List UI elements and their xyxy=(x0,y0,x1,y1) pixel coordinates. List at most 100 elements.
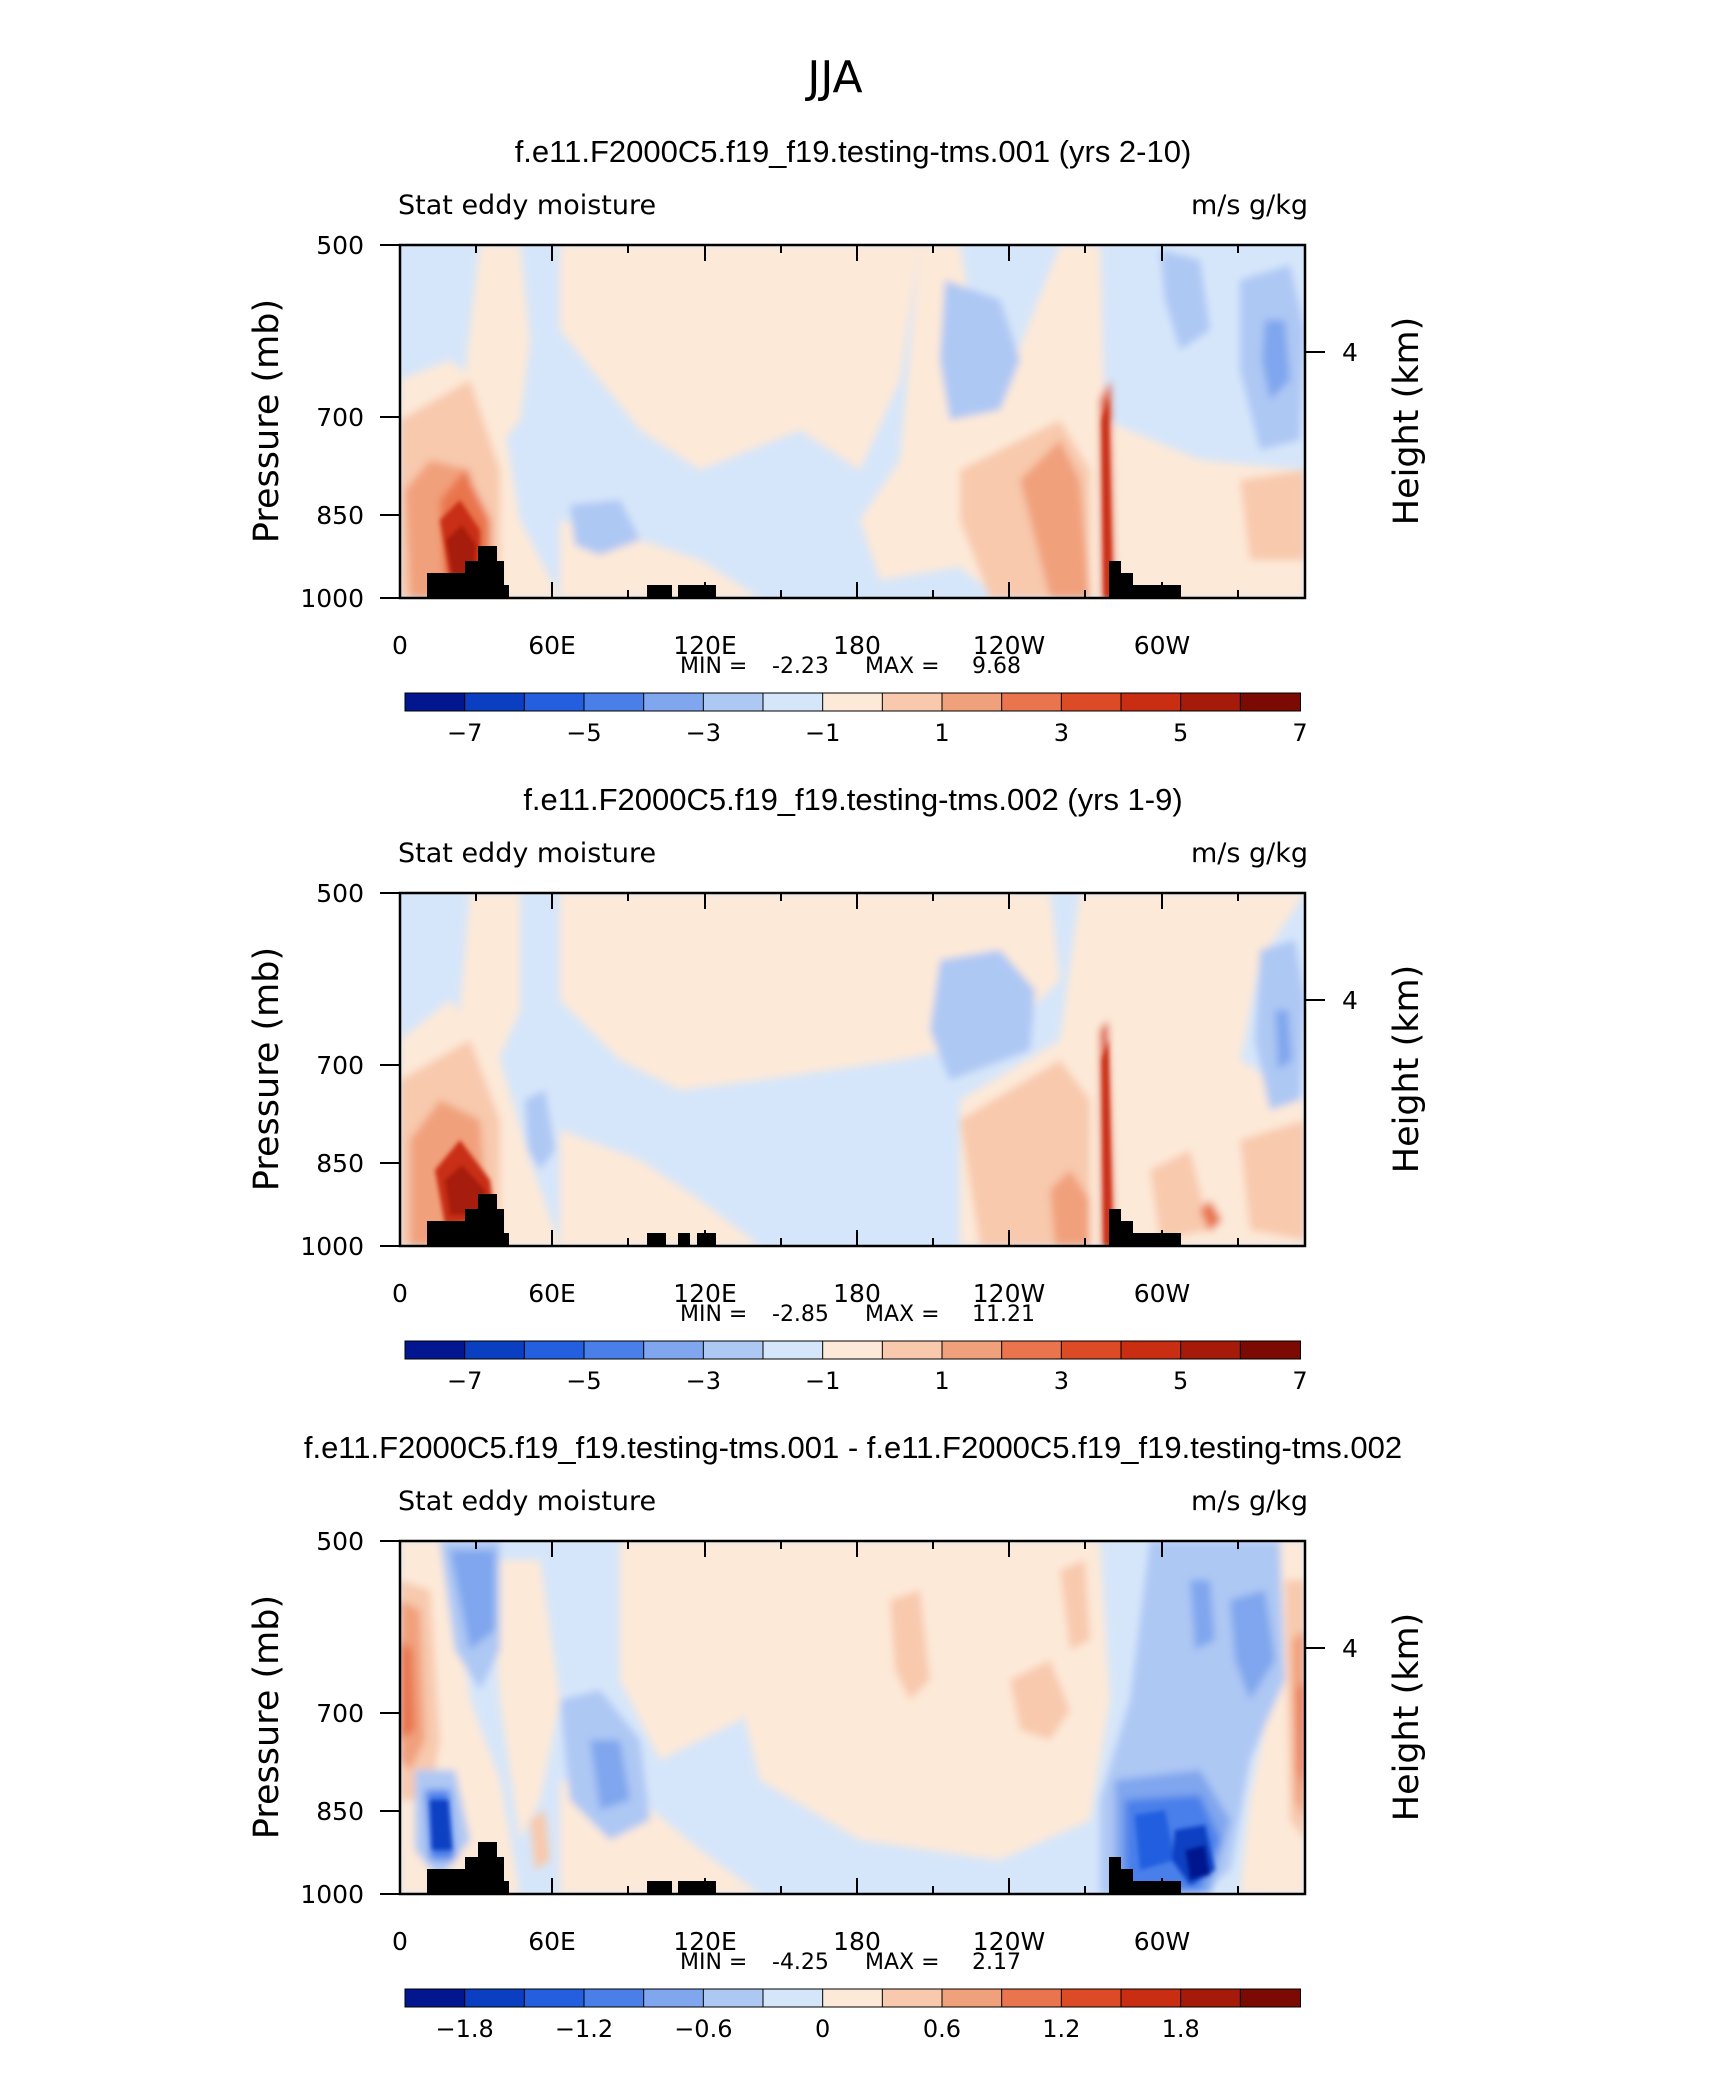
positive-region xyxy=(1200,1200,1222,1232)
colorbar-swatch xyxy=(1060,1988,1123,2008)
positive-region xyxy=(1297,1680,1305,1790)
colorbar-label: −3 xyxy=(686,719,721,747)
positive-region xyxy=(1060,1560,1090,1650)
colorbar-swatch xyxy=(1180,1340,1242,1360)
colorbar-label: −3 xyxy=(686,1367,721,1395)
negative-region xyxy=(1190,1580,1215,1650)
colorbar-swatch xyxy=(464,1988,526,2008)
colorbar-swatch xyxy=(464,1340,526,1360)
contour-field xyxy=(400,893,1305,1246)
y-right-axis-label: Height (km) xyxy=(1387,965,1427,1174)
contour-field xyxy=(400,1541,1305,1894)
topography-mask xyxy=(427,546,1181,598)
positive-region xyxy=(740,1541,1110,1860)
x-tick-label: 0 xyxy=(392,1927,408,1956)
min-value: -2.85 xyxy=(772,1302,829,1327)
colorbar-swatch xyxy=(1180,1988,1242,2008)
colorbar-swatch xyxy=(762,692,824,712)
y-tick-label: 500 xyxy=(316,231,364,260)
colorbar-swatch xyxy=(1001,1340,1063,1360)
negative-region xyxy=(940,280,1020,420)
negative-region xyxy=(1230,1590,1275,1700)
negative-region xyxy=(930,950,1035,1080)
colorbar: −1.8 −1.2 −0.6 0 0.6 1.2 1.8 xyxy=(404,1988,1302,2043)
colorbar-swatch xyxy=(881,1988,943,2008)
y-axis-label: Pressure (mb) xyxy=(247,947,287,1191)
colorbar-label: −0.6 xyxy=(674,2015,732,2043)
colorbar-label: 5 xyxy=(1173,1367,1188,1395)
panel-title: f.e11.F2000C5.f19_f19.testing-tms.001 - … xyxy=(304,1430,1402,1465)
panel-title: f.e11.F2000C5.f19_f19.testing-tms.001 (y… xyxy=(515,134,1192,169)
colorbar-label: 3 xyxy=(1054,1367,1069,1395)
colorbar-swatch xyxy=(523,692,585,712)
x-tick-label: 60E xyxy=(528,1279,576,1308)
colorbar-label: 3 xyxy=(1054,719,1069,747)
colorbar-swatch xyxy=(762,1988,824,2008)
colorbar-swatch xyxy=(1001,1988,1063,2008)
y-tick-label: 850 xyxy=(316,1797,364,1826)
colorbar-swatch xyxy=(1239,692,1302,712)
negative-region xyxy=(1160,250,1210,350)
max-value: 2.17 xyxy=(972,1950,1021,1975)
positive-region xyxy=(1240,470,1305,560)
colorbar-label: −1 xyxy=(805,1367,840,1395)
colorbar-swatch xyxy=(404,1340,466,1360)
colorbar-label: 0.6 xyxy=(923,2015,961,2043)
x-tick-label: 120W xyxy=(973,1279,1045,1308)
x-tick-label: 120W xyxy=(973,631,1045,660)
panel-1: f.e11.F2000C5.f19_f19.testing-tms.001 (y… xyxy=(247,134,1427,747)
colorbar-label: 7 xyxy=(1292,719,1307,747)
plot-frame xyxy=(398,243,1307,600)
max-value: 9.68 xyxy=(972,654,1021,679)
colorbar-swatch xyxy=(1180,692,1242,712)
peak-region xyxy=(1102,400,1112,598)
colorbar-swatch xyxy=(702,1340,764,1360)
colorbar-swatch xyxy=(643,1340,705,1360)
colorbar: −7 −5 −3 −1 1 3 5 7 xyxy=(404,1340,1308,1395)
y-tick-label: 700 xyxy=(316,403,364,432)
x-tick-label: 0 xyxy=(392,631,408,660)
colorbar-label: 1 xyxy=(934,719,949,747)
positive-region xyxy=(560,1130,760,1246)
y-tick-label: 1000 xyxy=(300,1880,364,1909)
y-right-tick-label: 4 xyxy=(1342,986,1358,1015)
plot-frame xyxy=(398,891,1307,1248)
panel-title: f.e11.F2000C5.f19_f19.testing-tms.002 (y… xyxy=(523,782,1182,817)
peak-region xyxy=(445,1165,485,1215)
positive-region xyxy=(560,245,920,470)
colorbar-swatch xyxy=(1060,692,1123,712)
colorbar-label: −7 xyxy=(447,719,482,747)
colorbar-swatch xyxy=(643,1988,705,2008)
peak-region xyxy=(1102,1040,1112,1246)
negative-region xyxy=(570,500,640,555)
positive-region xyxy=(890,1590,930,1700)
x-tick-label: 60E xyxy=(528,1927,576,1956)
x-tick-label: 60W xyxy=(1134,1927,1191,1956)
min-value: -2.23 xyxy=(772,654,829,679)
colorbar-swatch xyxy=(762,1340,824,1360)
peak-region xyxy=(430,1800,452,1850)
positive-region xyxy=(1150,1150,1210,1240)
colorbar-label: 1 xyxy=(934,1367,949,1395)
colorbar-swatch xyxy=(1120,692,1182,712)
positive-region xyxy=(400,1640,415,1740)
colorbar-swatch xyxy=(1120,1340,1182,1360)
topography-mask xyxy=(427,1194,1181,1246)
axis-ticks xyxy=(380,892,1325,1247)
min-label: MIN = xyxy=(680,1302,747,1327)
positive-region xyxy=(1020,440,1090,598)
colorbar-swatch xyxy=(1001,692,1063,712)
x-tick-label: 120E xyxy=(673,1279,737,1308)
y-tick-label: 500 xyxy=(316,879,364,908)
positive-region xyxy=(490,1560,560,1840)
positive-region xyxy=(1050,1170,1090,1246)
variable-label: Stat eddy moisture xyxy=(398,1486,656,1517)
figure-title: JJA xyxy=(804,52,862,103)
y-tick-label: 850 xyxy=(316,501,364,530)
colorbar-swatch xyxy=(1239,1988,1302,2008)
colorbar-swatch xyxy=(941,1988,1003,2008)
max-label: MAX = xyxy=(865,1302,940,1327)
max-label: MAX = xyxy=(865,654,940,679)
panel-2: f.e11.F2000C5.f19_f19.testing-tms.002 (y… xyxy=(247,782,1427,1395)
